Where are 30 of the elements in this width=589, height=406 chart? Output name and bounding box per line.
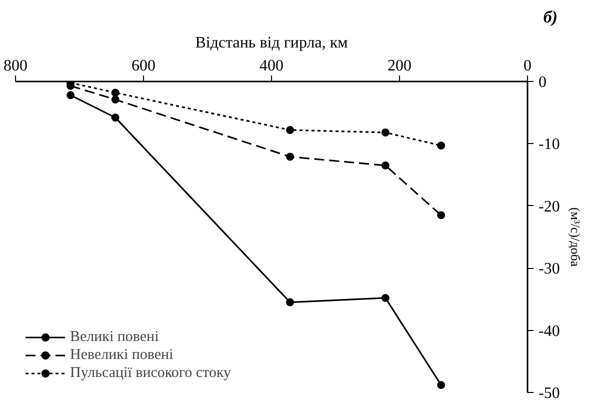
- x-tick-label: 400: [260, 58, 284, 74]
- point: [111, 88, 120, 97]
- x-tick-label: 0: [524, 58, 532, 74]
- point: [286, 298, 294, 306]
- y-tick-label: -50: [538, 385, 560, 402]
- legend-label: Невеликі повені: [70, 346, 174, 364]
- x-axis-title: Відстань від гирла, км: [195, 34, 348, 52]
- x-tick-label: 200: [388, 58, 412, 74]
- point: [437, 142, 446, 150]
- point: [381, 161, 390, 170]
- point: [437, 381, 446, 390]
- y-tick-label: -40: [538, 322, 560, 340]
- legend-label: Пульсації високого стоку: [70, 364, 232, 382]
- point: [381, 294, 390, 302]
- point: [111, 96, 120, 104]
- y-tick-label: -10: [538, 136, 560, 154]
- text: б): [543, 8, 558, 26]
- point: [286, 152, 294, 161]
- point: [437, 211, 446, 220]
- legend-label: Великі повені: [70, 328, 159, 346]
- y-tick-label: -20: [538, 198, 560, 216]
- x-tick-label: 800: [4, 58, 28, 74]
- x-tick-label: 600: [132, 58, 156, 74]
- point: [111, 114, 120, 122]
- y-tick-label: -30: [538, 260, 560, 278]
- y-axis-title: (м³/с)/доба: [568, 207, 583, 267]
- point: [66, 91, 75, 100]
- point: [286, 126, 294, 134]
- point: [381, 128, 390, 136]
- y-tick-label: 0: [538, 74, 546, 91]
